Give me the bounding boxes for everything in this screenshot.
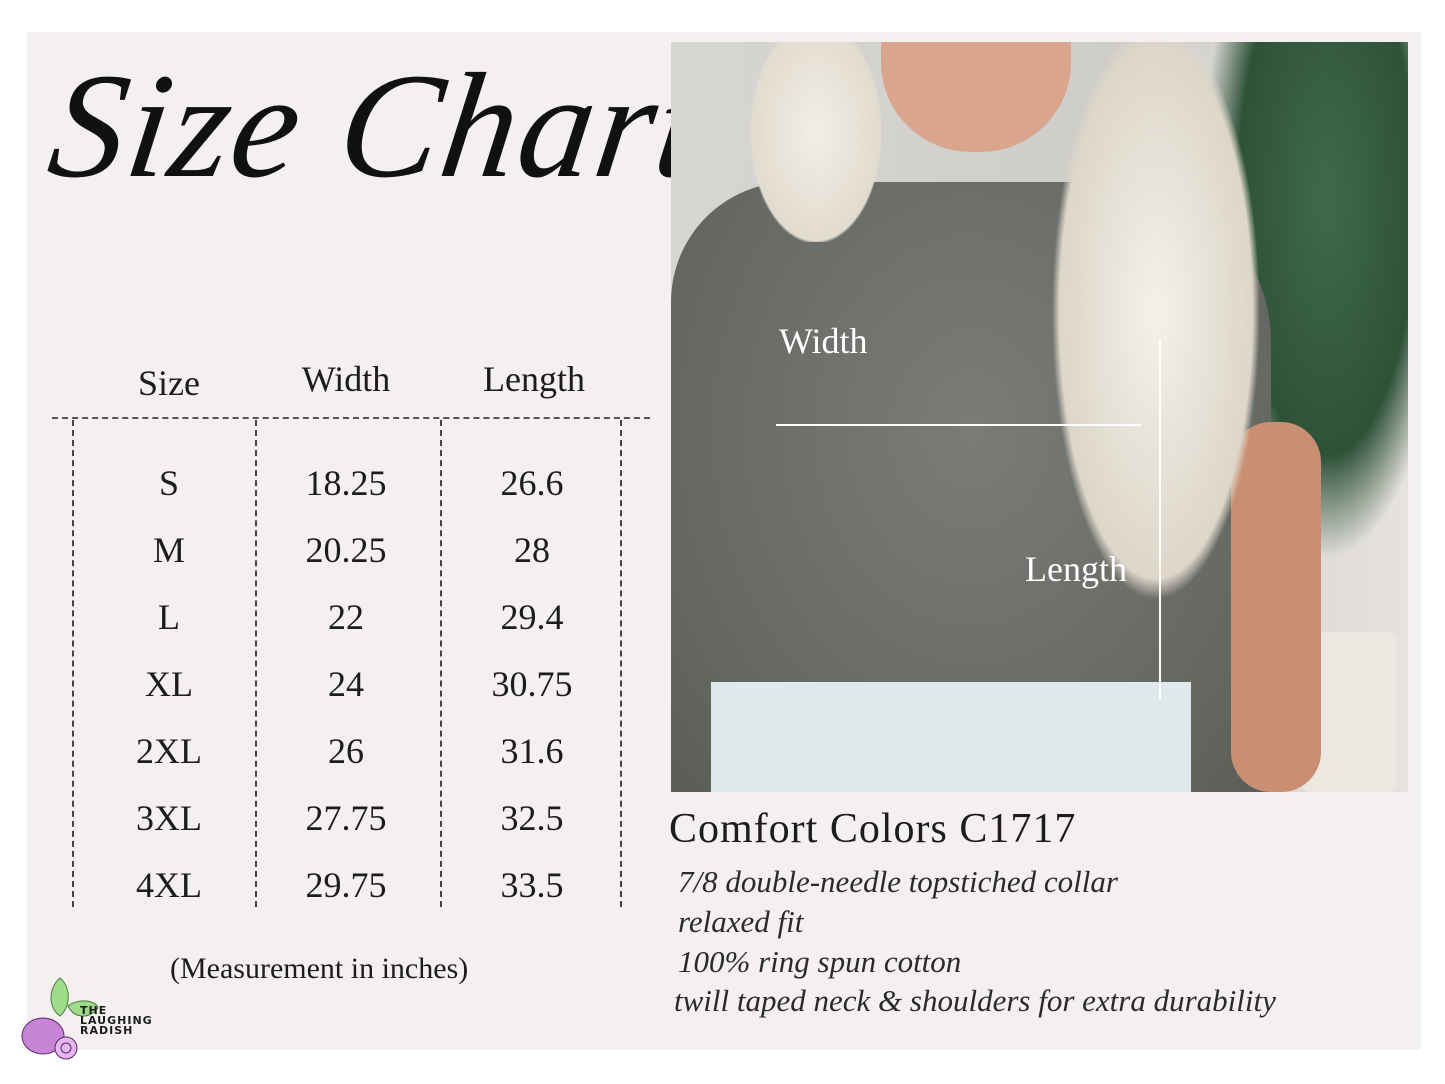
- cell-width: 26: [328, 731, 364, 771]
- cell-length: 29.4: [500, 597, 564, 637]
- header-divider: [52, 417, 650, 419]
- cell-width: 29.75: [305, 865, 387, 905]
- neck-image: [881, 42, 1071, 152]
- cell-size: 4XL: [136, 865, 202, 905]
- width-label: Width: [779, 321, 868, 361]
- feature-item: 100% ring spun cotton: [678, 944, 962, 979]
- cell-size: M: [152, 530, 185, 570]
- cell-size: L: [158, 597, 180, 637]
- feature-item: relaxed fit: [678, 904, 804, 939]
- cell-size: XL: [145, 664, 193, 704]
- cell-size: 2XL: [136, 731, 202, 771]
- hair-image: [751, 42, 881, 242]
- column-divider: [440, 420, 442, 907]
- feature-item: 7/8 double-needle topstiched collar: [678, 864, 1118, 899]
- column-divider: [72, 420, 74, 907]
- cell-width: 20.25: [305, 530, 387, 570]
- column-divider: [620, 420, 622, 907]
- jeans-image: [711, 682, 1191, 792]
- page-title: Size Chart: [40, 43, 713, 209]
- radish-logo-icon: [21, 977, 99, 1060]
- feature-item: twill taped neck & shoulders for extra d…: [674, 983, 1276, 1018]
- cell-size: S: [158, 463, 180, 503]
- header-length: Length: [483, 359, 585, 399]
- model-photo: Width Length: [671, 42, 1408, 792]
- cell-width: 27.75: [305, 798, 387, 838]
- cell-length: 28: [514, 530, 550, 570]
- cell-length: 30.75: [491, 664, 573, 704]
- header-size: Size: [138, 363, 200, 403]
- product-name: Comfort Colors C1717: [669, 806, 1077, 852]
- cell-width: 22: [328, 597, 364, 637]
- column-divider: [255, 420, 257, 907]
- logo-text: THE LAUGHING RADISH: [80, 1004, 153, 1037]
- cell-size: 3XL: [136, 798, 202, 838]
- cell-length: 33.5: [500, 865, 564, 905]
- cell-length: 31.6: [500, 731, 564, 771]
- width-arrow: [776, 424, 1141, 426]
- header-width: Width: [301, 359, 391, 399]
- length-arrow: [1159, 340, 1161, 700]
- length-label: Length: [1025, 549, 1127, 589]
- measurement-note: (Measurement in inches): [170, 952, 469, 985]
- cell-length: 32.5: [500, 798, 564, 838]
- hair-image: [1051, 42, 1261, 602]
- cell-length: 26.6: [500, 463, 564, 503]
- cell-width: 18.25: [305, 463, 387, 503]
- cell-width: 24: [328, 664, 364, 704]
